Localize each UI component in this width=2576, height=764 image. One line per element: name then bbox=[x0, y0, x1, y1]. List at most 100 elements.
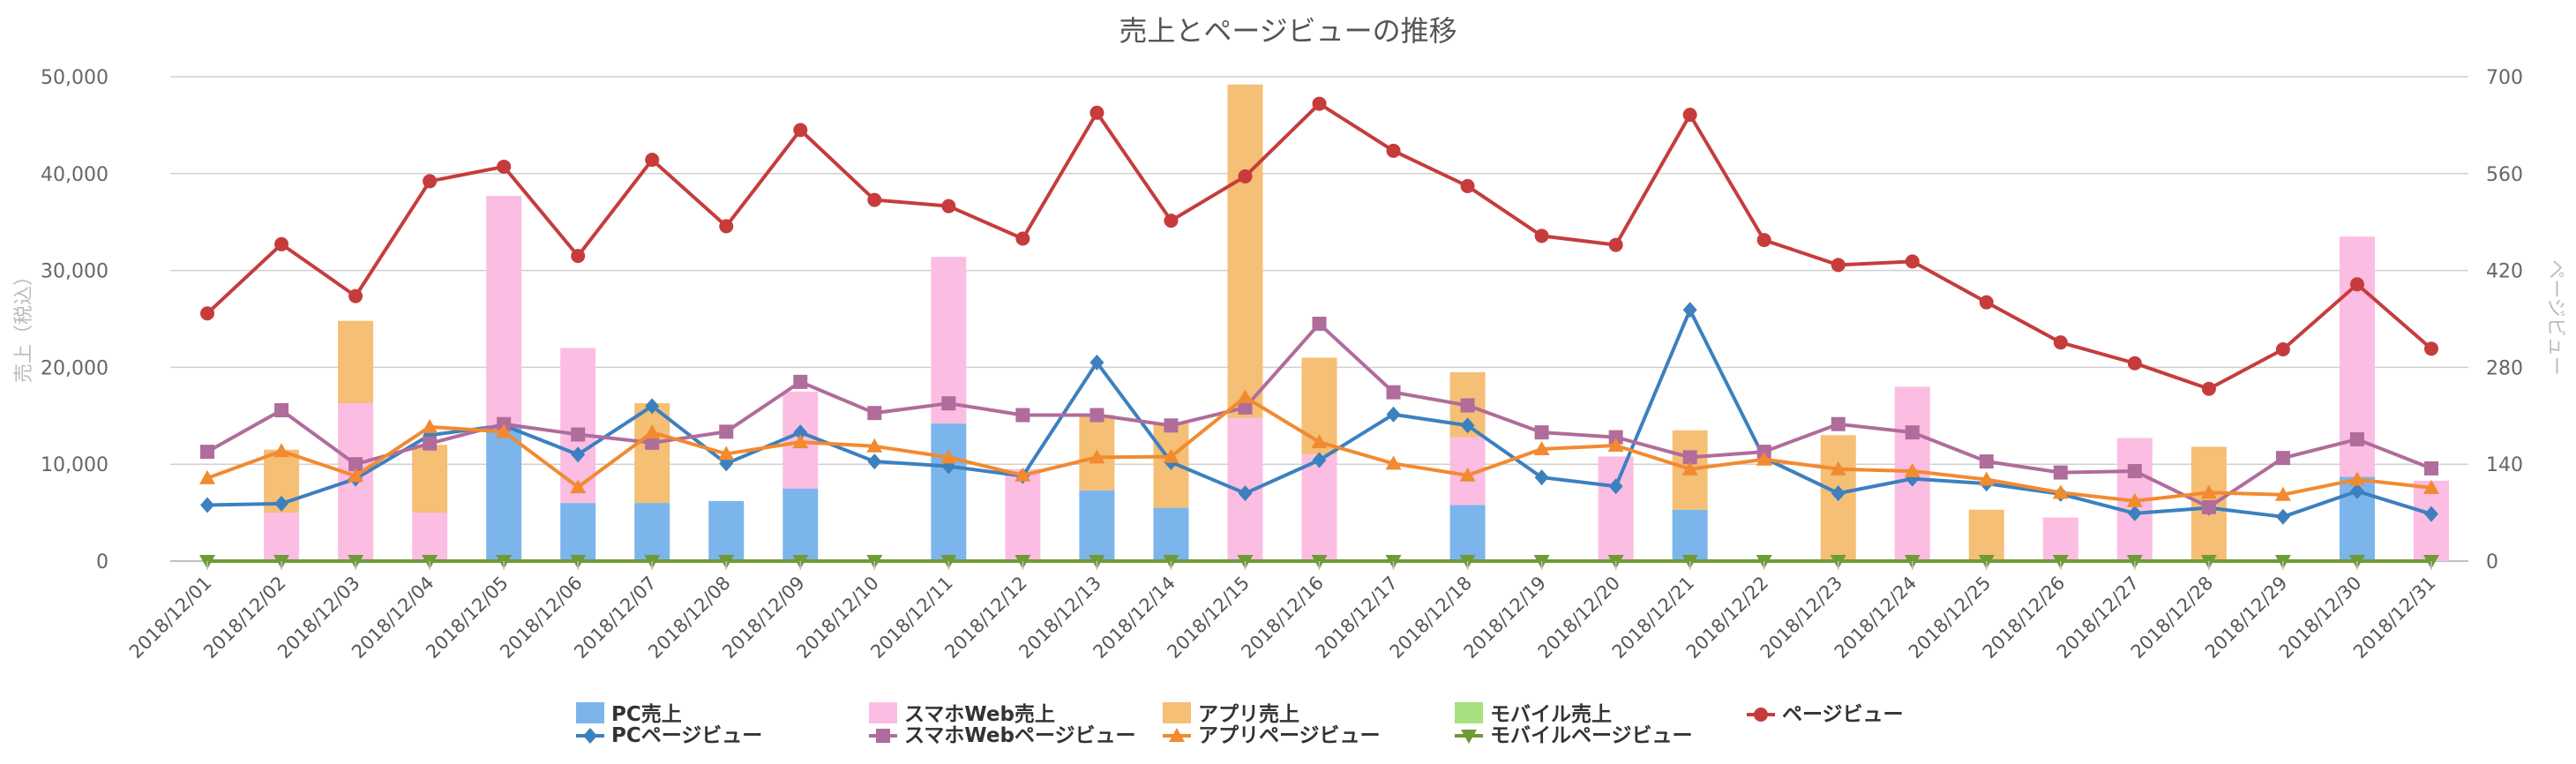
bar bbox=[1005, 468, 1041, 561]
data-point bbox=[200, 445, 215, 460]
data-point bbox=[2201, 499, 2216, 514]
data-point bbox=[2422, 479, 2439, 494]
data-point bbox=[2275, 342, 2290, 357]
legend-label: ページビュー bbox=[1782, 703, 1904, 726]
chart-title: 売上とページビューの推移 bbox=[1119, 14, 1456, 48]
legend-marker bbox=[1754, 708, 1768, 722]
y2-tick-label: 700 bbox=[2486, 67, 2523, 89]
legend-swatch bbox=[1163, 702, 1191, 723]
data-point bbox=[200, 306, 215, 321]
data-point bbox=[1015, 467, 1031, 482]
data-point bbox=[645, 153, 660, 168]
data-point bbox=[423, 174, 438, 189]
legend-label: PC売上 bbox=[611, 703, 682, 726]
data-point bbox=[1460, 398, 1475, 413]
data-point bbox=[496, 423, 513, 438]
y2-tick-label: 420 bbox=[2486, 261, 2523, 283]
data-point bbox=[2126, 492, 2143, 507]
legend-label: モバイルページビュー bbox=[1490, 724, 1693, 747]
data-point bbox=[792, 434, 809, 449]
data-point bbox=[2201, 381, 2216, 396]
data-point bbox=[2275, 508, 2290, 525]
bar bbox=[634, 403, 670, 504]
legend: PC売上 スマホWeb売上 アプリ売上 モバイル売上 PCページビュー スマホWebページ… bbox=[576, 702, 1904, 747]
data-point bbox=[793, 123, 808, 138]
legend-marker bbox=[1461, 730, 1477, 744]
data-point bbox=[867, 453, 882, 470]
data-point bbox=[348, 468, 364, 483]
data-point bbox=[644, 424, 661, 439]
data-point bbox=[1460, 178, 1475, 193]
bar bbox=[931, 257, 967, 424]
bar bbox=[1079, 490, 1115, 561]
data-point bbox=[645, 398, 660, 415]
data-point bbox=[2052, 484, 2069, 499]
data-point bbox=[1905, 425, 1920, 440]
data-point bbox=[2127, 464, 2142, 479]
legend-swatch bbox=[869, 702, 897, 723]
legend-marker bbox=[1169, 728, 1185, 742]
data-point bbox=[2274, 486, 2291, 501]
data-point bbox=[1830, 461, 1846, 476]
data-point bbox=[1459, 467, 1476, 482]
y-tick-label: 50,000 bbox=[41, 67, 109, 89]
data-point bbox=[866, 438, 883, 453]
data-point bbox=[497, 159, 512, 174]
data-point bbox=[940, 449, 957, 464]
bar bbox=[486, 196, 522, 426]
data-point bbox=[1312, 316, 1327, 331]
y2-tick-label: 0 bbox=[2486, 551, 2498, 573]
data-point bbox=[1164, 213, 1179, 228]
data-point bbox=[793, 424, 808, 441]
data-point bbox=[2423, 506, 2438, 522]
bar bbox=[783, 488, 819, 561]
legend-marker bbox=[876, 729, 890, 743]
data-point bbox=[571, 446, 586, 463]
data-point bbox=[1460, 417, 1475, 434]
y2-tick-label: 560 bbox=[2486, 164, 2523, 186]
data-point bbox=[1682, 450, 1697, 465]
data-point bbox=[1238, 485, 1253, 502]
data-point bbox=[1311, 434, 1328, 449]
data-point bbox=[1385, 455, 1402, 470]
bar bbox=[1449, 505, 1486, 561]
data-point bbox=[2053, 465, 2068, 480]
bar bbox=[1227, 84, 1263, 418]
data-point bbox=[1090, 105, 1105, 120]
data-point bbox=[2423, 461, 2438, 476]
data-point bbox=[2348, 471, 2365, 486]
data-point bbox=[1979, 454, 1994, 469]
bar bbox=[1598, 456, 1634, 561]
data-point bbox=[1534, 228, 1549, 243]
data-point bbox=[1681, 461, 1698, 476]
data-point bbox=[1831, 416, 1846, 431]
data-point bbox=[1015, 408, 1030, 423]
data-point bbox=[719, 424, 734, 439]
y-tick-label: 30,000 bbox=[41, 261, 109, 283]
data-point bbox=[867, 192, 882, 207]
data-point bbox=[273, 443, 290, 458]
data-point bbox=[1682, 302, 1697, 318]
y2-tick-label: 140 bbox=[2486, 454, 2523, 476]
legend-label: スマホWeb売上 bbox=[904, 703, 1055, 726]
line-series bbox=[199, 96, 2439, 569]
data-point bbox=[1312, 96, 1327, 111]
data-point bbox=[941, 396, 956, 411]
data-point bbox=[718, 446, 735, 461]
legend-swatch bbox=[1455, 702, 1483, 723]
data-point bbox=[2349, 277, 2364, 292]
bar bbox=[2042, 517, 2078, 561]
data-point bbox=[422, 418, 438, 433]
y-axis-title: 売上（税込） bbox=[13, 266, 35, 383]
data-point bbox=[1164, 418, 1179, 433]
data-point bbox=[1238, 400, 1253, 415]
bar-series bbox=[264, 84, 2449, 561]
data-point bbox=[1756, 451, 1772, 466]
data-point bbox=[2423, 341, 2438, 356]
bar bbox=[931, 423, 967, 561]
data-point bbox=[867, 406, 882, 421]
y-tick-label: 10,000 bbox=[41, 454, 109, 476]
y2-axis-title: ページビュー bbox=[2544, 259, 2566, 376]
data-point bbox=[571, 427, 586, 442]
